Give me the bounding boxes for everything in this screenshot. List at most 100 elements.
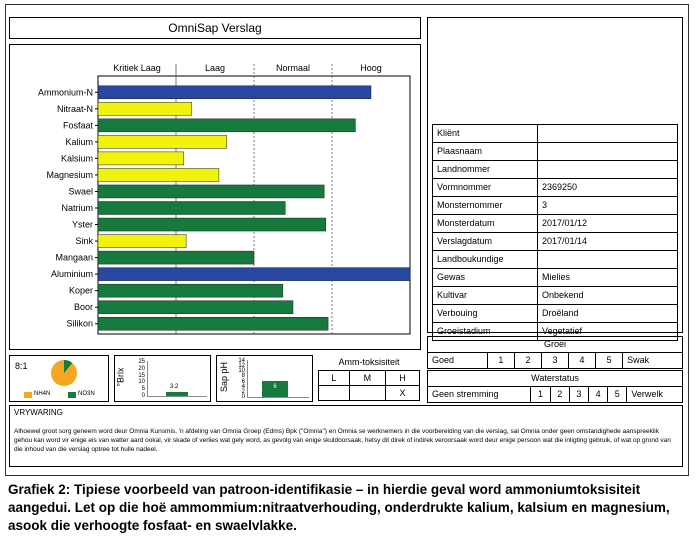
- scale-num: 3: [568, 386, 590, 403]
- tick-label: 5: [141, 386, 145, 393]
- nh4-legend-swatch: [24, 392, 32, 398]
- info-row: Landboukundige: [432, 250, 678, 269]
- scale-title: Waterstatus: [427, 370, 683, 387]
- info-table: Kliënt Plaasnaam Landnommer Vormnommer 23692…: [432, 124, 678, 341]
- info-row: Gewas Mielies: [432, 268, 678, 287]
- bar-label: Fosfaat: [63, 120, 94, 130]
- scale-left: Goed: [427, 352, 488, 369]
- info-value: Onbekend: [537, 286, 678, 305]
- brix-ticks: 25 20 15 10 5 0: [135, 359, 147, 399]
- tick-label: 10: [138, 379, 145, 386]
- info-value: 2017/01/12: [537, 214, 678, 233]
- bar-sink: [97, 234, 187, 248]
- info-value: [537, 124, 678, 143]
- tick-label: 25: [138, 359, 145, 365]
- info-value: Droëland: [537, 304, 678, 323]
- ph-bar: 6: [262, 380, 288, 397]
- bar-label: Kalium: [65, 137, 93, 147]
- ph-plot: 6: [247, 360, 309, 398]
- amm-toxicity-table: Amm-toksisiteit L M H X: [318, 355, 421, 401]
- bar-boor: [97, 300, 294, 314]
- report-title: OmniSap Verslag: [168, 21, 262, 35]
- bar-nitraat-n: [97, 102, 192, 116]
- bar-aluminium: [97, 267, 411, 281]
- brix-bar: [166, 392, 188, 396]
- brix-axis-label: °Brix: [115, 367, 126, 387]
- bar-label: Kalsium: [61, 153, 93, 163]
- info-label: Verslagdatum: [432, 232, 538, 251]
- groei-table: Groei Goed 1 2 3 4 5 Swak: [427, 336, 683, 369]
- info-label: Monsternommer: [432, 196, 538, 215]
- bar-magnesium: [97, 168, 220, 182]
- amm-mark: [318, 384, 350, 401]
- info-label: Landnommer: [432, 160, 538, 179]
- level-label: Laag: [205, 63, 225, 73]
- info-row: Kultivar Onbekend: [432, 286, 678, 305]
- bar-fosfaat: [97, 118, 356, 133]
- tick-label: 15: [138, 372, 145, 379]
- scale-num: 2: [549, 386, 570, 403]
- info-row: Landnommer: [432, 160, 678, 179]
- amm-col: M: [348, 369, 386, 386]
- bar-label: Yster: [72, 220, 93, 230]
- info-row: Monsterdatum 2017/01/12: [432, 214, 678, 233]
- nutrient-chart: Kritiek Laag Laag Normaal Hoog Ammonium-N Nit…: [38, 63, 411, 335]
- bar-label: Koper: [69, 286, 93, 296]
- bar-kalsium: [97, 151, 185, 166]
- report-frame: [5, 4, 689, 476]
- scale-left: Geen stremming: [426, 386, 532, 403]
- bar-swael: [97, 184, 325, 199]
- info-label: Verbouing: [432, 304, 538, 323]
- info-value: 2017/01/14: [537, 232, 678, 251]
- info-row: Verbouing Droëland: [432, 304, 678, 323]
- amm-col: L: [318, 369, 350, 386]
- tick-label: 6: [241, 378, 245, 385]
- info-value: 3: [537, 196, 678, 215]
- bar-label: Magnesium: [46, 170, 93, 180]
- scale-num: 4: [588, 386, 609, 403]
- ratio-label: 8:1: [15, 361, 28, 371]
- amm-mark: X: [384, 384, 421, 401]
- scale-right: Verwelk: [626, 386, 683, 403]
- amm-col: H: [384, 369, 421, 386]
- bar-mangaan: [97, 250, 255, 265]
- tick-label: 20: [138, 365, 145, 372]
- info-row: Kliënt: [432, 124, 678, 143]
- bar-natrium: [97, 201, 286, 215]
- info-label: Vormnommer: [432, 178, 538, 197]
- scale-right: Swak: [622, 352, 683, 369]
- bar-yster: [97, 217, 327, 232]
- tick-label: 4: [241, 383, 245, 390]
- warning-title: VRYWARING: [14, 408, 63, 417]
- info-label: Kultivar: [432, 286, 538, 305]
- ph-ticks: 14 12 10 8 6 4 2 0: [235, 358, 247, 400]
- tick-label: 14: [238, 358, 245, 364]
- bar-label: Silikon: [66, 319, 93, 329]
- bar-label: Sink: [75, 236, 93, 246]
- scale-num: 1: [486, 352, 515, 369]
- info-value: [537, 142, 678, 161]
- info-label: Gewas: [432, 268, 538, 287]
- bar-label: Boor: [74, 302, 93, 312]
- brix-box: °Brix 25 20 15 10 5 0 3.2: [114, 355, 211, 402]
- bar-koper: [97, 283, 284, 298]
- brix-plot: 3.2: [147, 361, 207, 397]
- info-label: Monsterdatum: [432, 214, 538, 233]
- info-value: [537, 250, 678, 269]
- bar-label: Aluminium: [51, 269, 93, 279]
- no3-legend-label: NO3N: [78, 391, 95, 397]
- no3-legend-swatch: [68, 392, 76, 398]
- ratio-box: 8:1 NH4N NO3N: [9, 355, 109, 402]
- scale-num: 5: [607, 386, 628, 403]
- info-row: Plaasnaam: [432, 142, 678, 161]
- amm-mark: [348, 384, 386, 401]
- warning-text: Alhoewel groot sorg geneem word deur Omn…: [14, 428, 671, 453]
- tick-label: 12: [238, 363, 245, 370]
- bar-ammonium-n: [97, 85, 372, 100]
- scale-num: 3: [540, 352, 570, 369]
- info-row: Vormnommer 2369250: [432, 178, 678, 197]
- amm-title: Amm-toksisiteit: [338, 357, 400, 368]
- bar-label: Ammonium-N: [38, 87, 93, 97]
- info-row: Verslagdatum 2017/01/14: [432, 232, 678, 251]
- scale-num: 4: [568, 352, 597, 369]
